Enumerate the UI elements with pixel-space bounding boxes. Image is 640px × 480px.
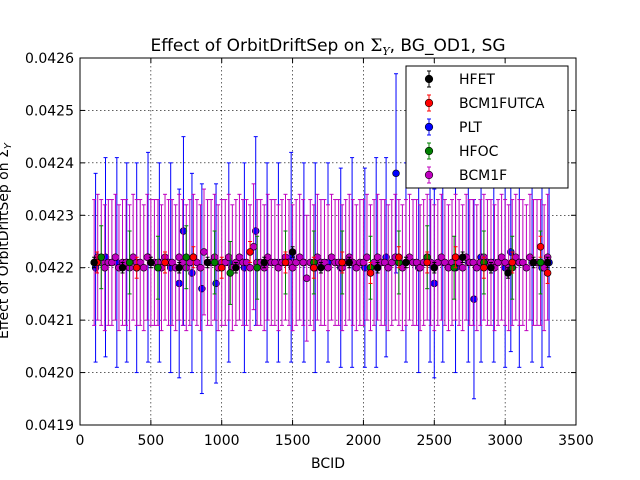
legend-hfoc-label: HFOC: [459, 144, 499, 160]
legend-plt-marker: [424, 122, 434, 132]
bcm1f-point: [324, 264, 332, 272]
legend-hfet-marker: [424, 74, 434, 84]
x-tick-label: 0: [76, 433, 85, 449]
bcm1futca-point: [451, 253, 460, 261]
x-tick-label: 500: [137, 433, 164, 449]
hfet-point: [504, 269, 512, 277]
legend-bcm1f-label: BCM1F: [459, 168, 507, 184]
bcm1f-point: [303, 274, 311, 282]
x-tick-label: 1500: [275, 433, 311, 449]
hfet-point: [402, 258, 410, 267]
x-tick-label: 1000: [204, 433, 240, 449]
bcm1futca-point: [161, 258, 169, 267]
hfet-point: [430, 264, 438, 272]
bcm1f-point: [225, 253, 233, 261]
y-tick-label: 0.0419: [25, 418, 74, 434]
hfet-point: [147, 258, 155, 267]
bcm1futca-point: [366, 269, 375, 277]
chart-title: Effect of OrbitDriftSep on ΣY, BG_OD1, S…: [150, 36, 505, 58]
hfet-point: [373, 264, 382, 272]
bcm1futca-point: [536, 243, 545, 251]
legend-plt-label: PLT: [459, 120, 482, 136]
hfet-point: [317, 264, 325, 272]
bcm1futca-point: [132, 264, 141, 272]
legend-bcm1f-marker: [424, 170, 434, 180]
bcm1futca-point: [218, 264, 226, 272]
bcm1futca-point: [508, 258, 516, 267]
axis-ticks: 0 500 1000 1500 2000 2500 3000 3500 0.0419 0.0420…: [25, 51, 594, 449]
bcm1futca-point: [395, 253, 403, 261]
series-bcm1futca: [93, 235, 552, 284]
legend-bcm1futca-label: BCM1FUTCA: [459, 96, 545, 112]
hfet-point: [487, 264, 495, 272]
hfet-point: [203, 258, 212, 267]
y-axis-label: Effect of OrbitDriftSep on ΣY: [0, 142, 14, 339]
hfet-point: [458, 253, 467, 261]
hfoc-point: [154, 264, 162, 272]
bcm1futca-point: [246, 248, 254, 256]
hfet-point: [529, 258, 538, 267]
x-tick-label: 2000: [346, 433, 382, 449]
y-tick-label: 0.0424: [25, 156, 74, 172]
legend-bcm1futca-marker: [424, 98, 434, 108]
hfet-point: [118, 264, 127, 272]
bcm1futca-point: [310, 264, 318, 272]
hfoc-point: [226, 269, 234, 277]
bcm1f-point: [363, 253, 371, 261]
y-tick-label: 0.0425: [25, 103, 74, 119]
y-tick-label: 0.0420: [25, 366, 74, 382]
data-series: [90, 73, 553, 400]
bcm1f-point: [140, 264, 148, 272]
hfoc-point: [253, 264, 261, 272]
legend-hfoc-marker: [424, 146, 434, 156]
y-tick-label: 0.0426: [25, 51, 74, 67]
x-axis-label: BCID: [311, 456, 345, 472]
hfet-point: [345, 258, 353, 267]
bcm1f-point: [246, 264, 254, 272]
bcm1f-point: [200, 248, 208, 256]
legend: HFET BCM1FUTCA PLT HFOC BCM1F: [405, 65, 569, 189]
hfet-point: [90, 258, 98, 267]
hfoc-point: [182, 253, 190, 261]
y-tick-label: 0.0422: [25, 261, 74, 277]
plt-point: [179, 227, 188, 235]
bcm1futca-point: [189, 253, 198, 261]
hfet-point: [175, 264, 183, 272]
bcm1f-point: [299, 258, 307, 267]
bcm1futca-point: [480, 264, 488, 272]
bcm1f-point: [111, 253, 120, 261]
hfet-point: [260, 258, 268, 267]
hfet-point: [288, 248, 297, 256]
x-tick-label: 3000: [487, 433, 523, 449]
plot-frame: [79, 57, 577, 426]
hfoc-point: [125, 258, 134, 267]
plt-point: [470, 295, 478, 303]
x-tick-label: 3500: [558, 433, 594, 449]
series-hfet: [90, 246, 552, 279]
bcm1futca-point: [338, 258, 346, 267]
bcm1f-point: [522, 264, 531, 272]
hfoc-point: [210, 258, 219, 267]
x-tick-label: 2500: [416, 433, 452, 449]
bcm1f-point: [196, 264, 205, 272]
hfoc-point: [536, 258, 545, 267]
plt-point: [392, 169, 400, 178]
bcm1futca-point: [281, 258, 290, 267]
legend-hfet-label: HFET: [459, 72, 495, 88]
hfoc-point: [97, 253, 105, 261]
bcm1f-point: [458, 264, 467, 272]
bcm1futca-point: [423, 258, 431, 267]
hfet-point: [543, 258, 552, 267]
y-tick-label: 0.0421: [25, 313, 74, 329]
bcm1futca-point: [543, 269, 552, 277]
y-tick-label: 0.0423: [25, 208, 74, 224]
hfet-point: [232, 264, 240, 272]
